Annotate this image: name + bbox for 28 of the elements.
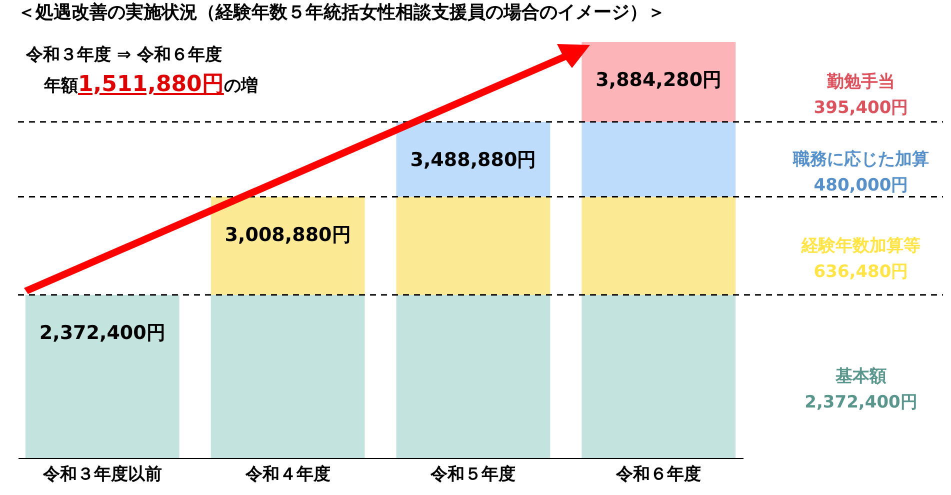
bar bbox=[25, 294, 180, 458]
text: 職務に応じた加算 bbox=[792, 149, 929, 170]
chart-subtitle: 令和３年度 ⇒ 令和６年度 bbox=[26, 44, 224, 67]
text: 基本額 bbox=[834, 366, 886, 386]
bar bbox=[210, 196, 365, 295]
annotation: 3,488,880円 bbox=[410, 148, 536, 171]
bar bbox=[210, 294, 365, 458]
x-tick-label: 令和４年度 bbox=[244, 464, 330, 484]
text: 480,000円 bbox=[814, 175, 908, 196]
x-tick-label: 令和３年度以前 bbox=[42, 464, 162, 484]
x-tick-label: 令和５年度 bbox=[430, 464, 516, 484]
text: 2,372,400円 bbox=[804, 392, 918, 412]
bar bbox=[582, 196, 736, 295]
annotation: 3,008,880円 bbox=[224, 224, 351, 246]
text: 経験年数加算等 bbox=[800, 236, 920, 256]
text: 636,480円 bbox=[814, 262, 908, 282]
bar bbox=[396, 196, 550, 295]
text: 勤勉手当 bbox=[826, 72, 895, 92]
bar bbox=[396, 294, 550, 458]
text: 395,400円 bbox=[814, 98, 908, 118]
chart-title: ＜処遇改善の実施状況（経験年数５年統括女性相談支援員の場合のイメージ）＞ bbox=[17, 2, 666, 23]
x-tick-label: 令和６年度 bbox=[615, 464, 702, 484]
bar bbox=[582, 122, 736, 197]
annotation: 2,372,400円 bbox=[39, 322, 166, 344]
annotation: 年額1,511,880円の増 bbox=[44, 72, 258, 97]
bar bbox=[582, 294, 736, 458]
bar bbox=[582, 42, 736, 122]
annotation: 3,884,280円 bbox=[596, 69, 722, 91]
